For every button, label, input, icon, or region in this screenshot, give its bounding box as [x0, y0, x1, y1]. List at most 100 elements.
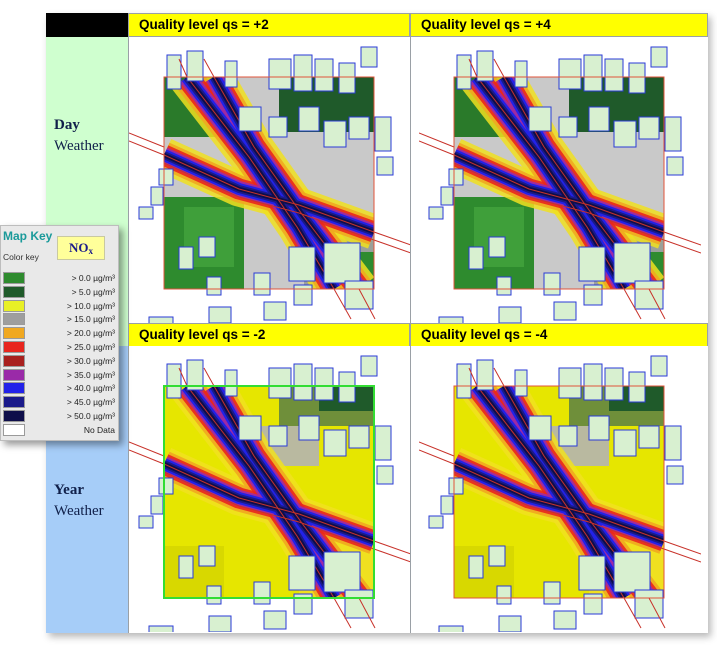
legend-item: > 20.0 µg/m³ — [3, 327, 115, 340]
legend-swatch — [3, 382, 25, 395]
legend-swatch — [3, 285, 25, 298]
building-footprint — [498, 615, 522, 632]
building-footprint — [268, 58, 292, 90]
building-footprint — [376, 465, 394, 485]
building-footprint — [338, 62, 356, 94]
building-footprint — [583, 54, 603, 92]
building-footprint — [166, 54, 182, 90]
building-footprint — [148, 625, 174, 632]
building-footprint — [498, 306, 522, 323]
building-footprint — [186, 50, 204, 82]
pollutant-name: NO — [69, 240, 89, 255]
building-footprint — [558, 367, 582, 399]
map-key-legend[interactable]: Map Key Color key NOx > 0.0 µg/m³ > 5.0 µ… — [0, 225, 119, 441]
building-footprint — [428, 206, 444, 220]
building-footprint — [376, 156, 394, 176]
building-footprint — [638, 116, 660, 140]
header-quality-plus2: Quality level qs = +2 — [128, 13, 410, 37]
legend-swatch — [3, 354, 25, 367]
building-footprint — [583, 284, 603, 306]
building-footprint — [468, 246, 484, 270]
legend-item-label: > 10.0 µg/m³ — [66, 300, 115, 311]
legend-item: > 25.0 µg/m³ — [3, 341, 115, 353]
map-cell-year-minus2[interactable] — [128, 346, 411, 633]
building-footprint — [438, 316, 464, 323]
building-footprint — [323, 429, 347, 457]
building-footprint — [528, 106, 552, 132]
building-footprint — [374, 116, 392, 152]
legend-item: No Data — [3, 423, 115, 436]
legend-swatch — [3, 313, 25, 326]
building-footprint — [514, 369, 528, 397]
building-footprint — [263, 610, 287, 630]
building-footprint — [628, 62, 646, 94]
grid-boundary — [163, 385, 375, 599]
building-footprint — [604, 367, 624, 401]
map-cell-day-plus4[interactable] — [410, 37, 708, 323]
legend-item: > 45.0 µg/m³ — [3, 396, 115, 409]
building-footprint — [206, 276, 222, 296]
building-footprint — [293, 284, 313, 306]
building-footprint — [476, 50, 494, 82]
building-footprint — [323, 120, 347, 148]
building-footprint — [314, 58, 334, 92]
row-year-label: Year Weather — [54, 480, 128, 522]
building-footprint — [348, 425, 370, 449]
building-footprint — [206, 585, 222, 605]
legend-subtitle: Color key — [3, 252, 39, 262]
building-footprint — [514, 60, 528, 88]
map-cell-day-plus2[interactable] — [128, 37, 411, 323]
legend-item: > 15.0 µg/m³ — [3, 313, 115, 326]
legend-item-label: No Data — [83, 424, 115, 435]
building-footprint — [650, 46, 668, 68]
map-cell-year-minus4[interactable] — [410, 346, 708, 633]
building-footprint — [558, 58, 582, 90]
legend-item-label: > 15.0 µg/m³ — [66, 314, 115, 325]
table-corner — [46, 13, 128, 37]
building-footprint — [253, 581, 271, 605]
building-footprint — [288, 246, 316, 282]
building-footprint — [224, 60, 238, 88]
building-footprint — [158, 168, 174, 186]
building-footprint — [448, 477, 464, 495]
header-quality-minus4: Quality level qs = -4 — [410, 323, 708, 347]
building-footprint — [440, 186, 454, 206]
legend-swatch — [3, 368, 25, 381]
building-footprint — [496, 585, 512, 605]
building-footprint — [476, 359, 494, 391]
building-footprint — [344, 589, 374, 619]
building-footprint — [198, 236, 216, 258]
row-year-line2: Weather — [54, 503, 104, 519]
pollution-map-year-minus4[interactable] — [419, 346, 701, 632]
building-footprint — [613, 551, 651, 593]
building-footprint — [428, 515, 444, 529]
pollution-map-year-minus2[interactable] — [129, 346, 411, 632]
building-footprint — [150, 186, 164, 206]
building-footprint — [314, 367, 334, 401]
legend-swatch — [3, 410, 25, 422]
building-footprint — [650, 355, 668, 377]
building-footprint — [238, 415, 262, 441]
building-footprint — [578, 555, 606, 591]
building-footprint — [528, 415, 552, 441]
building-footprint — [613, 242, 651, 284]
legend-item-label: > 25.0 µg/m³ — [66, 342, 115, 352]
building-footprint — [558, 116, 578, 138]
building-footprint — [208, 615, 232, 632]
building-footprint — [268, 116, 288, 138]
building-footprint — [634, 280, 664, 310]
grid-boundary — [453, 385, 665, 599]
row-year-line1: Year — [54, 482, 84, 498]
legend-item-label: > 40.0 µg/m³ — [66, 383, 115, 394]
building-footprint — [468, 555, 484, 579]
building-footprint — [150, 495, 164, 515]
building-footprint — [293, 54, 313, 92]
building-footprint — [628, 371, 646, 403]
building-footprint — [543, 581, 561, 605]
row-day-label: Day Weather — [54, 115, 128, 157]
pollution-map-day-plus2[interactable] — [129, 37, 411, 323]
pollution-map-day-plus4[interactable] — [419, 37, 701, 323]
building-footprint — [178, 555, 194, 579]
building-footprint — [238, 106, 262, 132]
grid-boundary — [453, 76, 665, 290]
